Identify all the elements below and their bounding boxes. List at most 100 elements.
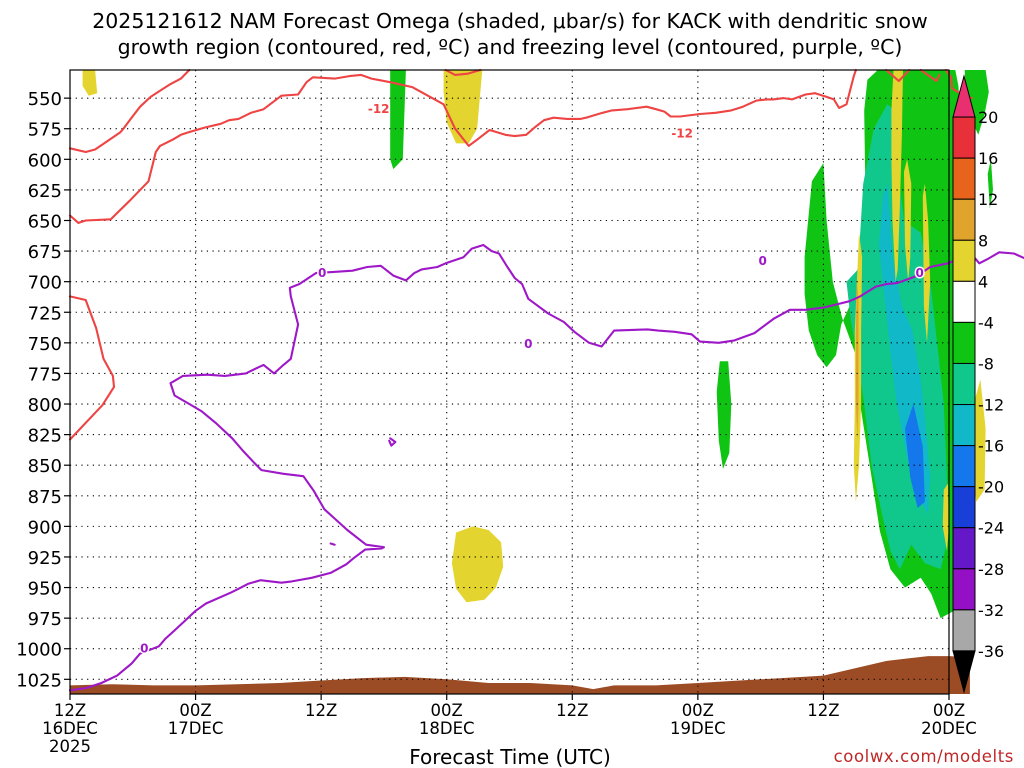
- x-tick-label: 00Z: [933, 701, 965, 720]
- x-tick-label: 00Z: [682, 701, 714, 720]
- y-tick-label: 925: [28, 548, 62, 569]
- colorbar-label: -16: [978, 437, 1004, 456]
- y-axis: 550 575 600 625 650 675 700 725 750 775 800 825 850 8…: [16, 89, 70, 691]
- y-tick-label: 700: [28, 273, 62, 294]
- dgz-contour: [444, 68, 482, 76]
- omega-colorbar: 20 16 12 8 4 -4 -8 -12 -16 -20 -24 -28 -32 -36: [952, 74, 1004, 694]
- terrain-area: [70, 656, 970, 694]
- colorbar-swatch: [952, 609, 976, 652]
- omega-region: [922, 183, 931, 343]
- x-tick-label: 12Z: [54, 701, 86, 720]
- x-tick-label: 17DEC: [168, 719, 224, 738]
- colorbar-swatch: [952, 239, 976, 282]
- colorbar-swatch: [952, 527, 976, 570]
- y-tick-label: 725: [28, 303, 62, 324]
- colorbar-label: 20: [978, 108, 998, 127]
- colorbar-swatch: [952, 116, 976, 159]
- y-tick-label: 650: [28, 211, 62, 232]
- colorbar-label: -12: [978, 396, 1004, 415]
- x-tick-label: 18DEC: [419, 719, 475, 738]
- colorbar-swatch: [952, 486, 976, 529]
- colorbar-swatch: [952, 198, 976, 241]
- chart-title-line-1: 2025121612 NAM Forecast Omega (shaded, μ…: [92, 9, 928, 33]
- colorbar-label: -20: [978, 478, 1004, 497]
- y-tick-label: 600: [28, 150, 62, 171]
- omega-region: [451, 526, 504, 603]
- dgz-contour: [68, 68, 857, 224]
- colorbar-swatch: [952, 157, 976, 200]
- omega-region: [964, 70, 989, 135]
- colorbar-label: 12: [978, 190, 998, 209]
- y-tick-label: 625: [28, 181, 62, 202]
- x-tick-label: 00Z: [179, 701, 211, 720]
- freezing-level-contour: [68, 243, 1024, 692]
- dgz-contour: [68, 295, 116, 441]
- omega-region: [905, 404, 925, 508]
- x-tick-label: 12Z: [305, 701, 337, 720]
- colorbar-label: 16: [978, 149, 998, 168]
- contour-label: 0: [140, 642, 148, 656]
- colorbar-label: -24: [978, 519, 1004, 538]
- x-tick-label: 00Z: [431, 701, 463, 720]
- omega-region: [904, 159, 912, 282]
- y-tick-label: 800: [28, 395, 62, 416]
- contour-labels: -12 -12 0 0 0 0 0: [139, 101, 926, 658]
- y-tick-label: 775: [28, 364, 62, 385]
- freezing-level-contour: [329, 542, 336, 546]
- y-tick-label: 750: [28, 334, 62, 355]
- colorbar-label: -4: [978, 313, 994, 332]
- y-tick-label: 550: [28, 89, 62, 110]
- colorbar-swatch: [952, 404, 976, 447]
- colorbar-label: -32: [978, 601, 1004, 620]
- dgz-contour: [885, 68, 911, 83]
- x-tick-label: 12Z: [556, 701, 588, 720]
- colorbar-swatch: [952, 445, 976, 488]
- x-tick-label: 2025: [49, 737, 91, 756]
- contour-label: 0: [318, 266, 326, 280]
- x-tick-label: 12Z: [807, 701, 839, 720]
- colorbar-label: 8: [978, 231, 988, 250]
- colorbar-label: -8: [978, 354, 994, 373]
- omega-region: [390, 70, 406, 170]
- contour-label: 0: [916, 266, 924, 280]
- x-tick-label: 20DEC: [921, 719, 977, 738]
- y-tick-label: 975: [28, 609, 62, 630]
- omega-region: [942, 483, 949, 551]
- colorbar-swatch: [952, 362, 976, 406]
- omega-shading: [82, 70, 993, 619]
- x-tick-label: 16DEC: [42, 719, 98, 738]
- y-tick-label: 950: [28, 579, 62, 600]
- colorbar-label: -28: [978, 560, 1004, 579]
- omega-region: [987, 159, 993, 209]
- omega-region: [443, 70, 483, 144]
- contour-label: 0: [759, 254, 767, 268]
- y-tick-label: 1025: [16, 670, 62, 691]
- terrain-fill: [70, 656, 970, 694]
- y-tick-label: 825: [28, 426, 62, 447]
- plot-frame: [69, 69, 950, 695]
- y-tick-label: 850: [28, 456, 62, 477]
- y-tick-label: 575: [28, 120, 62, 141]
- chart-title-line-2: growth region (contoured, red, ºC) and f…: [118, 35, 903, 59]
- grid-lines: [70, 70, 949, 694]
- colorbar-label: -36: [978, 642, 1004, 661]
- contour-label: 0: [524, 337, 532, 351]
- x-tick-label: 19DEC: [670, 719, 726, 738]
- dgz-contour: [68, 68, 191, 154]
- omega-region: [855, 281, 859, 441]
- colorbar-swatch: [952, 568, 976, 611]
- colorbar-cap: [952, 650, 976, 694]
- omega-region: [716, 361, 732, 469]
- colorbar-label: 4: [978, 272, 988, 291]
- contour-label: -12: [368, 102, 390, 116]
- y-tick-label: 900: [28, 517, 62, 538]
- colorbar-swatch: [952, 280, 976, 323]
- y-tick-label: 875: [28, 487, 62, 508]
- omega-region: [82, 70, 98, 96]
- y-tick-label: 675: [28, 242, 62, 263]
- contour-label: -12: [671, 127, 693, 141]
- colorbar-swatch: [952, 321, 976, 364]
- freezing-level-contour: [388, 437, 397, 447]
